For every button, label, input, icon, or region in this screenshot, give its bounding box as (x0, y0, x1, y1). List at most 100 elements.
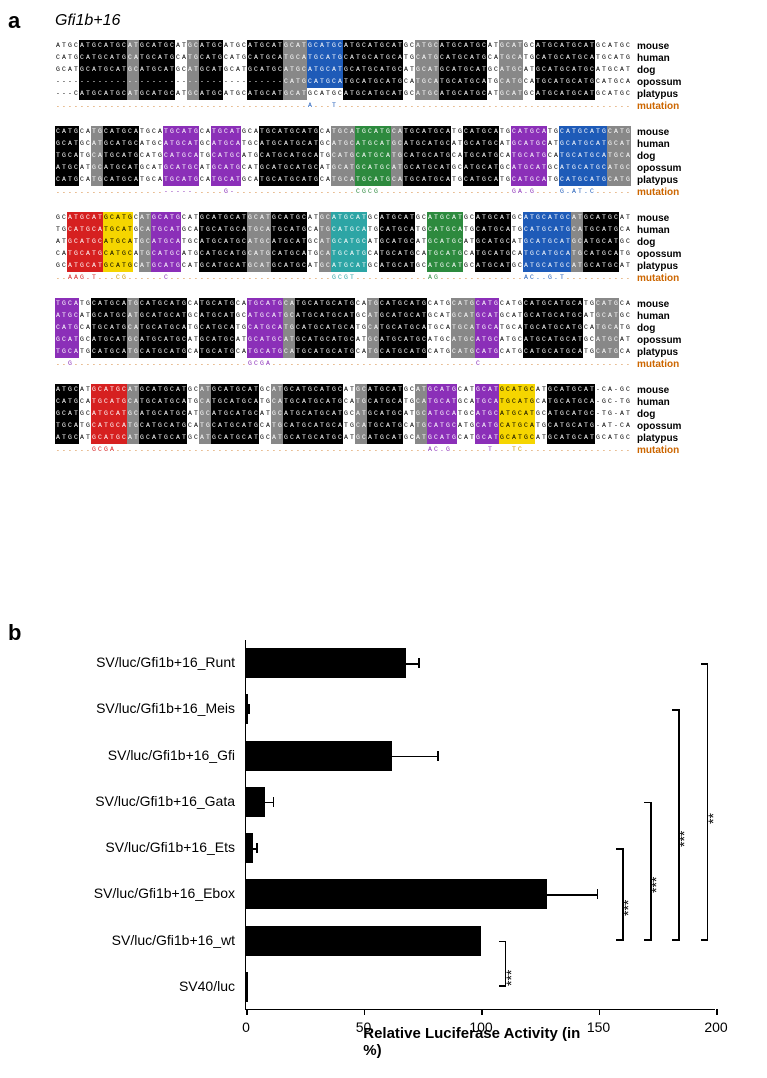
species-label: opossum (637, 335, 681, 346)
x-tick (246, 1009, 248, 1015)
mutation-label: mutation (637, 359, 679, 370)
bar (246, 787, 265, 817)
bar-row (246, 926, 481, 956)
alignment-block: TGCATGCATGCATGCATGCATGCATGCATGCATGCATGCA… (55, 298, 755, 370)
bar (246, 648, 406, 678)
x-tick-label: 0 (242, 1019, 250, 1035)
alignment-row: TGCATGCATGCATGCATGCATGCATGCATGCATGCATGCA… (55, 346, 755, 358)
alignment-block: CATGCATGCATGCATGCATGCATGCATGCATGCATGCATG… (55, 126, 755, 198)
bar (246, 926, 481, 956)
alignment-row: TGCATGCATGCATGCATGCATGCATGCATGCATGCATGCA… (55, 150, 755, 162)
x-tick-label: 200 (704, 1019, 727, 1035)
mutation-label: mutation (637, 445, 679, 456)
species-label: platypus (637, 433, 678, 444)
x-tick (599, 1009, 601, 1015)
x-tick-label: 50 (356, 1019, 372, 1035)
bar-row (246, 879, 547, 909)
species-label: opossum (637, 77, 681, 88)
alignment-row: CATGCATGCATGCATGCATGCATGCATGCATGCATGCATG… (55, 322, 755, 334)
x-tick (481, 1009, 483, 1015)
significance-stars: *** (648, 877, 664, 893)
alignment-row: TGCATGCATGCATGCATGCATGCATGCATGCATGCATGCA… (55, 298, 755, 310)
x-tick-label: 150 (587, 1019, 610, 1035)
alignment-row: CATGCATGCATGCATGCATGCATGCATGCATGCATGCATG… (55, 126, 755, 138)
species-label: platypus (637, 261, 678, 272)
alignment-block: GCATGCATGCATGCATGCATGCATGCATGCATGCATGCAT… (55, 212, 755, 284)
species-label: opossum (637, 163, 681, 174)
alignment-row: ---CATGCATGCATGCATGCATGCATGCATGCATGCATGC… (55, 88, 755, 100)
alignment-row: GCATGCATGCATGCATGCATGCATGCATGCATGCATGCAT… (55, 408, 755, 420)
panel-b-label: b (8, 620, 21, 646)
bar (246, 694, 248, 724)
species-label: opossum (637, 421, 681, 432)
alignment-container: ATGCATGCATGCATGCATGCATGCATGCATGCATGCATGC… (55, 40, 755, 470)
mutation-row: ..G.............................GCGA....… (55, 358, 755, 370)
species-label: platypus (637, 175, 678, 186)
significance-bracket (650, 802, 652, 941)
significance-bracket (622, 848, 624, 941)
species-label: mouse (637, 385, 669, 396)
bar (246, 879, 547, 909)
alignment-row: TGCATGCATGCATGCATGCATGCATGCATGCATGCATGCA… (55, 224, 755, 236)
species-label: dog (637, 151, 655, 162)
bar-row (246, 648, 406, 678)
species-label: mouse (637, 213, 669, 224)
bar-row (246, 833, 253, 863)
bar (246, 833, 253, 863)
bar (246, 741, 392, 771)
significance-stars: *** (620, 900, 636, 916)
bar-label: SV/luc/Gfi1b+16_Runt (25, 654, 235, 670)
alignment-row: GCATGCATGCATGCATGCATGCATGCATGCATGCATGCAT… (55, 64, 755, 76)
alignment-row: --------------------------------------CA… (55, 76, 755, 88)
species-label: mouse (637, 127, 669, 138)
x-tick (364, 1009, 366, 1015)
significance-stars: ** (705, 813, 721, 824)
bar (246, 972, 248, 1002)
bar-label: SV40/luc (25, 978, 235, 994)
alignment-row: TGCATGCATGCATGCATGCATGCATGCATGCATGCATGCA… (55, 420, 755, 432)
species-label: platypus (637, 347, 678, 358)
alignment-block: ATGCATGCATGCATGCATGCATGCATGCATGCATGCATGC… (55, 384, 755, 456)
panel-a-title: Gfi1b+16 (55, 12, 120, 30)
significance-stars: *** (503, 969, 519, 985)
bar-label: SV/luc/Gfi1b+16_Meis (25, 700, 235, 716)
alignment-row: GCATGCATGCATGCATGCATGCATGCATGCATGCATGCAT… (55, 138, 755, 150)
mutation-label: mutation (637, 101, 679, 112)
species-label: human (637, 139, 670, 150)
bar-label: SV/luc/Gfi1b+16_Gata (25, 793, 235, 809)
mutation-label: mutation (637, 187, 679, 198)
mutation-row: ......GCGA..............................… (55, 444, 755, 456)
alignment-row: CATGCATGCATGCATGCATGCATGCATGCATGCATGCATG… (55, 174, 755, 186)
alignment-row: ATGCATGCATGCATGCATGCATGCATGCATGCATGCATGC… (55, 432, 755, 444)
species-label: dog (637, 323, 655, 334)
bar-chart: Relative Luciferase Activity (in %) SV/l… (30, 630, 750, 1060)
species-label: mouse (637, 41, 669, 52)
x-tick-label: 100 (469, 1019, 492, 1035)
species-label: opossum (637, 249, 681, 260)
mutation-label: mutation (637, 273, 679, 284)
species-label: platypus (637, 89, 678, 100)
species-label: mouse (637, 299, 669, 310)
alignment-row: GCATGCATGCATGCATGCATGCATGCATGCATGCATGCAT… (55, 212, 755, 224)
species-label: dog (637, 409, 655, 420)
significance-stars: *** (676, 831, 692, 847)
alignment-row: ATGCATGCATGCATGCATGCATGCATGCATGCATGCATGC… (55, 384, 755, 396)
bar-label: SV/luc/Gfi1b+16_Gfi (25, 747, 235, 763)
mutation-row: ..AAG.T...CG......C.....................… (55, 272, 755, 284)
alignment-row: CATGCATGCATGCATGCATGCATGCATGCATGCATGCATG… (55, 396, 755, 408)
bar-label: SV/luc/Gfi1b+16_Ebox (25, 885, 235, 901)
alignment-row: ATGCATGCATGCATGCATGCATGCATGCATGCATGCATGC… (55, 162, 755, 174)
alignment-row: GCATGCATGCATGCATGCATGCATGCATGCATGCATGCAT… (55, 260, 755, 272)
alignment-row: ATGCATGCATGCATGCATGCATGCATGCATGCATGCATGC… (55, 236, 755, 248)
alignment-row: ATGCATGCATGCATGCATGCATGCATGCATGCATGCATGC… (55, 310, 755, 322)
significance-bracket (707, 663, 709, 941)
alignment-row: GCATGCATGCATGCATGCATGCATGCATGCATGCATGCAT… (55, 334, 755, 346)
mutation-row: ........................................… (55, 100, 755, 112)
bar-row (246, 972, 248, 1002)
species-label: dog (637, 65, 655, 76)
alignment-row: CATGCATGCATGCATGCATGCATGCATGCATGCATGCATG… (55, 52, 755, 64)
species-label: human (637, 397, 670, 408)
alignment-block: ATGCATGCATGCATGCATGCATGCATGCATGCATGCATGC… (55, 40, 755, 112)
significance-bracket (678, 709, 680, 940)
chart-plot-area: Relative Luciferase Activity (in %) SV/l… (245, 640, 715, 1010)
